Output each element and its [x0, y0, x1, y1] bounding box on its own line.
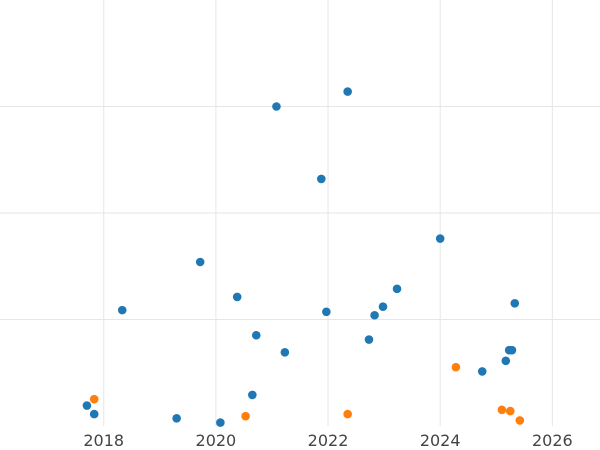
data-point: [241, 411, 250, 421]
data-point: [248, 390, 257, 400]
data-point: [82, 401, 92, 410]
x-tick-label: 2020: [196, 431, 237, 450]
data-point: [172, 414, 181, 423]
data-point: [497, 405, 507, 415]
data-point: [89, 409, 99, 419]
x-tick-label: 2018: [83, 431, 124, 450]
data-point: [343, 87, 352, 96]
data-point: [392, 284, 402, 294]
x-tick-label: 2024: [420, 431, 461, 450]
x-axis-ticks: 2018 2020 2022 2024 2026: [83, 431, 572, 450]
data-point: [501, 356, 511, 366]
data-point: [343, 409, 352, 419]
data-point: [89, 394, 99, 404]
data-point: [435, 234, 445, 243]
data-point: [195, 257, 205, 267]
data-point: [477, 367, 487, 376]
data-point: [317, 174, 326, 184]
data-point: [370, 310, 379, 320]
data-point: [280, 348, 290, 357]
data-point: [510, 299, 520, 308]
data-points: [82, 87, 525, 427]
data-point: [322, 307, 331, 317]
x-tick-label: 2026: [532, 431, 573, 450]
data-point: [216, 418, 225, 427]
data-point: [451, 362, 461, 372]
grid: [0, 0, 600, 426]
data-point: [378, 302, 388, 312]
x-tick-label: 2022: [308, 431, 349, 450]
data-point: [251, 330, 261, 340]
data-point: [272, 102, 281, 111]
data-point: [505, 406, 515, 416]
data-point: [117, 305, 127, 315]
data-point: [507, 345, 517, 355]
data-point: [232, 292, 242, 302]
data-point: [364, 335, 374, 344]
data-point: [515, 416, 525, 425]
